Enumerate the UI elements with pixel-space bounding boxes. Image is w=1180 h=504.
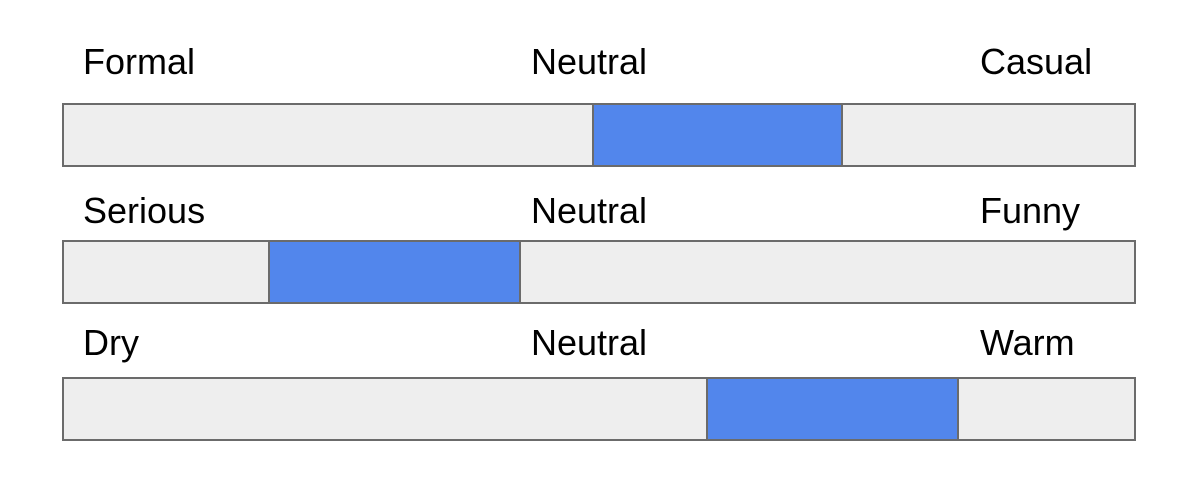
scale-track	[62, 377, 1136, 441]
scale-right-label: Casual	[980, 41, 1093, 82]
scale-middle-label: Neutral	[531, 41, 648, 82]
scale-right-label: Funny	[980, 190, 1081, 231]
scale-indicator	[268, 240, 521, 304]
scale-left-label: Formal	[83, 41, 196, 82]
scale-indicator	[592, 103, 843, 167]
scale-track	[62, 240, 1136, 304]
scale-indicator	[706, 377, 959, 441]
scale-middle-label: Neutral	[531, 322, 648, 363]
scale-track	[62, 103, 1136, 167]
scale-left-label: Serious	[83, 190, 206, 231]
scale-left-label: Dry	[83, 322, 139, 363]
scale-middle-label: Neutral	[531, 190, 648, 231]
scale-right-label: Warm	[980, 322, 1075, 363]
